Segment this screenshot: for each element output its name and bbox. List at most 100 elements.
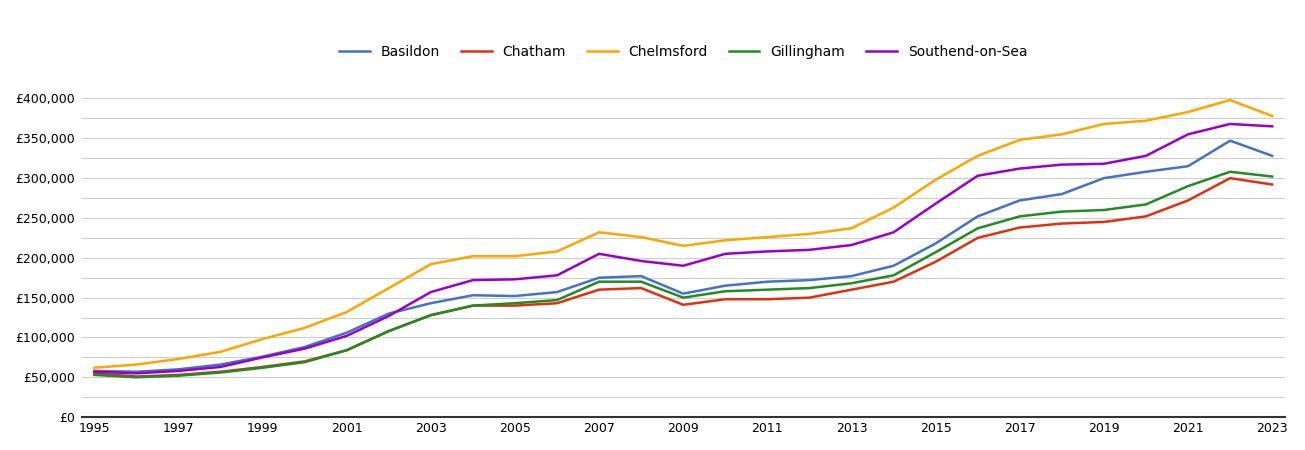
Chelmsford bbox=[465, 253, 480, 259]
Southend-on-Sea bbox=[129, 371, 145, 376]
Southend-on-Sea bbox=[1180, 131, 1195, 137]
Line: Chatham: Chatham bbox=[94, 178, 1272, 377]
Chelmsford bbox=[1054, 131, 1070, 137]
Southend-on-Sea bbox=[1138, 153, 1154, 158]
Gillingham bbox=[1054, 209, 1070, 214]
Southend-on-Sea bbox=[423, 289, 438, 295]
Chelmsford bbox=[1011, 137, 1027, 143]
Gillingham bbox=[1011, 214, 1027, 219]
Chelmsford bbox=[591, 230, 607, 235]
Chelmsford bbox=[549, 249, 565, 254]
Basildon bbox=[1054, 191, 1070, 197]
Chatham bbox=[1054, 221, 1070, 226]
Gillingham bbox=[171, 373, 187, 378]
Basildon bbox=[1011, 198, 1027, 203]
Gillingham bbox=[970, 225, 985, 231]
Chelmsford bbox=[843, 225, 859, 231]
Southend-on-Sea bbox=[760, 249, 775, 254]
Southend-on-Sea bbox=[213, 364, 228, 369]
Chatham bbox=[423, 312, 438, 318]
Southend-on-Sea bbox=[254, 355, 270, 360]
Basildon bbox=[339, 330, 355, 335]
Basildon bbox=[760, 279, 775, 284]
Gillingham bbox=[465, 303, 480, 308]
Chelmsford bbox=[886, 205, 902, 210]
Gillingham bbox=[339, 347, 355, 353]
Basildon bbox=[801, 277, 817, 283]
Chatham bbox=[465, 303, 480, 308]
Southend-on-Sea bbox=[1223, 121, 1238, 126]
Chatham bbox=[886, 279, 902, 284]
Basildon bbox=[86, 368, 102, 373]
Chatham bbox=[843, 287, 859, 292]
Gillingham bbox=[718, 288, 733, 294]
Chelmsford bbox=[676, 243, 692, 248]
Southend-on-Sea bbox=[676, 263, 692, 269]
Gillingham bbox=[801, 285, 817, 291]
Southend-on-Sea bbox=[508, 277, 523, 282]
Chatham bbox=[760, 297, 775, 302]
Chatham bbox=[1265, 182, 1280, 187]
Basildon bbox=[970, 214, 985, 219]
Southend-on-Sea bbox=[465, 277, 480, 283]
Basildon bbox=[1223, 138, 1238, 144]
Chatham bbox=[508, 303, 523, 308]
Chelmsford bbox=[339, 309, 355, 315]
Line: Basildon: Basildon bbox=[94, 141, 1272, 372]
Chelmsford bbox=[801, 231, 817, 237]
Basildon bbox=[928, 241, 944, 246]
Line: Southend-on-Sea: Southend-on-Sea bbox=[94, 124, 1272, 374]
Basildon bbox=[508, 293, 523, 299]
Gillingham bbox=[1180, 184, 1195, 189]
Gillingham bbox=[381, 328, 397, 334]
Chelmsford bbox=[1138, 118, 1154, 123]
Basildon bbox=[843, 274, 859, 279]
Chelmsford bbox=[1265, 113, 1280, 119]
Southend-on-Sea bbox=[381, 313, 397, 319]
Basildon bbox=[1096, 176, 1112, 181]
Gillingham bbox=[296, 360, 312, 365]
Chatham bbox=[171, 372, 187, 378]
Chatham bbox=[591, 287, 607, 292]
Basildon bbox=[886, 263, 902, 269]
Gillingham bbox=[423, 312, 438, 318]
Gillingham bbox=[1138, 202, 1154, 207]
Line: Gillingham: Gillingham bbox=[94, 172, 1272, 377]
Southend-on-Sea bbox=[296, 346, 312, 351]
Chelmsford bbox=[254, 336, 270, 342]
Gillingham bbox=[928, 249, 944, 255]
Gillingham bbox=[591, 279, 607, 284]
Chelmsford bbox=[296, 325, 312, 331]
Chelmsford bbox=[1096, 121, 1112, 126]
Gillingham bbox=[676, 295, 692, 300]
Gillingham bbox=[86, 372, 102, 378]
Line: Chelmsford: Chelmsford bbox=[94, 100, 1272, 368]
Chelmsford bbox=[1223, 97, 1238, 103]
Gillingham bbox=[129, 374, 145, 380]
Basildon bbox=[591, 275, 607, 280]
Gillingham bbox=[633, 279, 649, 284]
Chelmsford bbox=[129, 362, 145, 367]
Chatham bbox=[213, 369, 228, 374]
Southend-on-Sea bbox=[970, 173, 985, 179]
Chatham bbox=[1138, 214, 1154, 219]
Chelmsford bbox=[171, 356, 187, 362]
Southend-on-Sea bbox=[1265, 124, 1280, 129]
Basildon bbox=[129, 369, 145, 374]
Southend-on-Sea bbox=[86, 369, 102, 374]
Basildon bbox=[676, 291, 692, 297]
Basildon bbox=[296, 344, 312, 350]
Chatham bbox=[718, 297, 733, 302]
Chatham bbox=[1011, 225, 1027, 230]
Chelmsford bbox=[970, 153, 985, 158]
Gillingham bbox=[508, 301, 523, 306]
Chelmsford bbox=[928, 177, 944, 182]
Southend-on-Sea bbox=[339, 333, 355, 338]
Chatham bbox=[1223, 176, 1238, 181]
Basildon bbox=[1265, 153, 1280, 158]
Basildon bbox=[465, 292, 480, 298]
Gillingham bbox=[213, 370, 228, 375]
Chatham bbox=[1180, 198, 1195, 203]
Basildon bbox=[423, 301, 438, 306]
Gillingham bbox=[254, 365, 270, 370]
